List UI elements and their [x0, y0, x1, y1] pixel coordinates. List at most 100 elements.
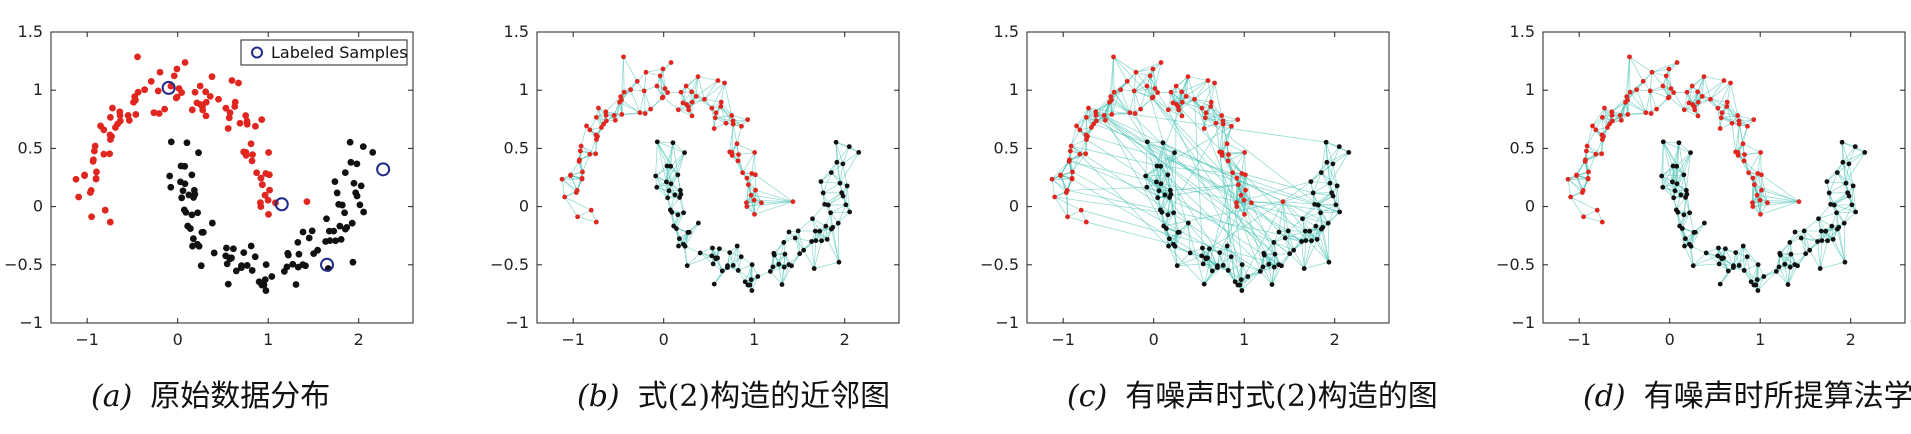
point-class-b	[825, 202, 831, 208]
point-class-b	[1225, 268, 1231, 273]
point-class-b	[1744, 254, 1750, 260]
point-class-a	[1671, 90, 1677, 95]
graph-edge	[795, 237, 812, 242]
graph-edge	[1221, 124, 1224, 153]
point-class-a	[751, 197, 757, 203]
point-class-a	[593, 137, 599, 142]
graph-edge	[732, 245, 738, 266]
point-class-a	[1719, 110, 1725, 116]
point-class-a	[116, 108, 124, 116]
graph-edge	[1629, 91, 1647, 113]
point-class-a	[1131, 88, 1137, 94]
point-class-b	[654, 139, 660, 145]
point-class-a	[266, 186, 273, 194]
graph-edge	[582, 154, 591, 173]
graph-edge	[1661, 165, 1674, 177]
graph-edge	[1583, 216, 1603, 223]
point-class-b	[1831, 202, 1837, 208]
graph-edge	[704, 98, 722, 103]
graph-edge	[1332, 146, 1340, 164]
graph-edge	[657, 141, 673, 144]
graph-edge	[1203, 172, 1234, 285]
graph-edge	[738, 152, 755, 155]
point-class-b	[713, 256, 719, 262]
graph-edge	[1067, 216, 1087, 223]
point-class-b	[332, 237, 339, 245]
graph-edge	[1830, 192, 1848, 205]
graph-edge	[1649, 90, 1652, 114]
point-class-b	[183, 139, 191, 147]
point-class-b	[1330, 161, 1336, 167]
point-class-b	[1308, 179, 1314, 185]
point-class-a	[1093, 112, 1099, 118]
graph-edge	[1710, 98, 1728, 103]
point-class-a	[1599, 114, 1605, 120]
graph-edge	[1135, 68, 1154, 73]
point-class-b	[199, 228, 207, 236]
point-class-b	[675, 212, 681, 218]
graph-edge	[1239, 271, 1261, 286]
point-class-b	[166, 172, 174, 180]
graph-edge	[1778, 266, 1789, 285]
point-class-b	[337, 235, 345, 243]
point-class-a	[1663, 73, 1669, 79]
point-class-b	[653, 173, 659, 179]
point-class-a	[1765, 200, 1770, 206]
graph-edge	[842, 152, 859, 165]
point-class-b	[664, 163, 670, 169]
graph-edge	[748, 184, 762, 204]
graph-edge	[656, 186, 668, 199]
graph-edge	[1176, 104, 1330, 263]
point-class-b	[1187, 250, 1193, 256]
graph-edge	[1701, 76, 1705, 97]
point-class-b	[1682, 243, 1687, 249]
point-class-a	[1582, 157, 1588, 163]
point-class-b	[1792, 229, 1798, 235]
point-class-a	[559, 176, 565, 182]
axes-frame	[1026, 31, 1390, 324]
graph-edge	[1627, 99, 1647, 114]
graph-edge	[797, 230, 801, 254]
graph-edge	[1818, 212, 1837, 220]
point-class-a	[1599, 219, 1605, 225]
graph-edge	[1649, 90, 1657, 110]
point-class-a	[257, 203, 265, 210]
graph-edge	[1162, 142, 1284, 203]
point-class-b	[840, 161, 846, 167]
graph-edge	[724, 82, 733, 116]
graph-edge	[643, 72, 647, 91]
graph-edge	[1215, 123, 1221, 152]
point-class-b	[676, 243, 681, 249]
graph-edge	[770, 266, 785, 272]
point-class-a	[668, 60, 674, 65]
graph-edge	[1744, 154, 1750, 173]
graph-edge	[1327, 223, 1330, 263]
graph-edge	[1054, 196, 1082, 211]
graph-edge	[1268, 242, 1275, 265]
point-class-b	[341, 225, 349, 233]
point-class-b	[843, 202, 849, 208]
graph-edge	[1327, 204, 1337, 224]
point-class-a	[132, 111, 140, 118]
graph-edge	[1232, 152, 1245, 173]
point-class-a	[1152, 86, 1158, 91]
point-class-a	[1235, 117, 1241, 123]
point-class-b	[666, 188, 672, 194]
graph-edge	[1679, 212, 1690, 227]
graph-edge	[1134, 90, 1153, 99]
point-class-a	[619, 112, 625, 117]
point-class-b	[1300, 216, 1305, 222]
point-class-b	[1682, 236, 1688, 242]
graph-edge	[1737, 155, 1749, 173]
graph-edge	[1834, 192, 1848, 206]
graph-edge	[744, 264, 753, 282]
graph-edge	[732, 124, 738, 144]
point-class-b	[1329, 190, 1335, 196]
graph-edge	[755, 189, 794, 203]
point-class-a	[208, 73, 216, 81]
point-class-a	[181, 59, 189, 66]
point-class-b	[1670, 163, 1676, 169]
graph-edge	[1176, 252, 1191, 266]
graph-edge	[828, 195, 844, 206]
graph-edge	[1790, 253, 1806, 255]
